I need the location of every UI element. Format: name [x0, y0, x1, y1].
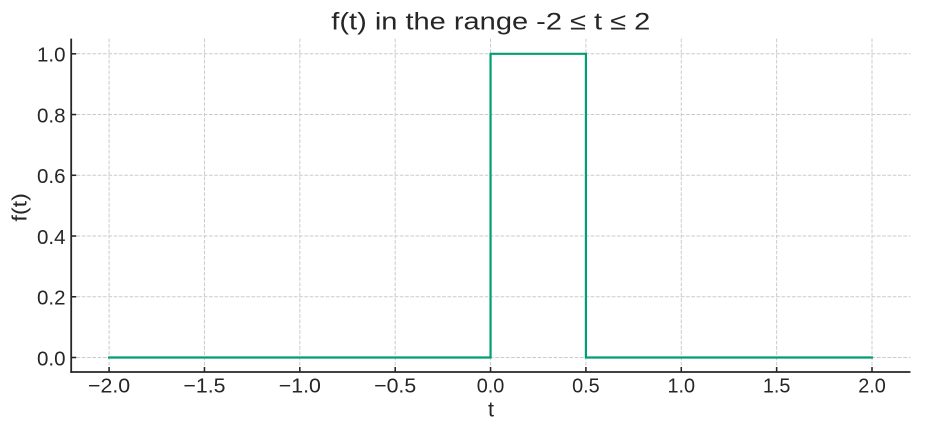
svg-text:−1.5: −1.5: [183, 375, 225, 398]
svg-text:0.5: 0.5: [572, 375, 600, 398]
svg-text:1.5: 1.5: [763, 375, 791, 398]
svg-text:0.0: 0.0: [37, 347, 66, 370]
svg-text:−2.0: −2.0: [88, 375, 130, 398]
svg-text:2.0: 2.0: [858, 375, 886, 398]
svg-text:0.8: 0.8: [37, 104, 66, 127]
svg-text:−0.5: −0.5: [374, 375, 416, 398]
svg-text:0.6: 0.6: [37, 165, 66, 188]
svg-text:1.0: 1.0: [37, 44, 66, 67]
svg-text:t: t: [488, 397, 494, 422]
svg-text:0.2: 0.2: [37, 287, 66, 310]
svg-text:0.4: 0.4: [37, 226, 66, 249]
svg-text:−1.0: −1.0: [279, 375, 321, 398]
svg-text:f(t): f(t): [9, 193, 31, 222]
svg-text:1.0: 1.0: [667, 375, 695, 398]
svg-text:f(t) in the range -2 ≤ t ≤ 2: f(t) in the range -2 ≤ t ≤ 2: [331, 8, 650, 35]
svg-text:0.0: 0.0: [477, 375, 505, 398]
